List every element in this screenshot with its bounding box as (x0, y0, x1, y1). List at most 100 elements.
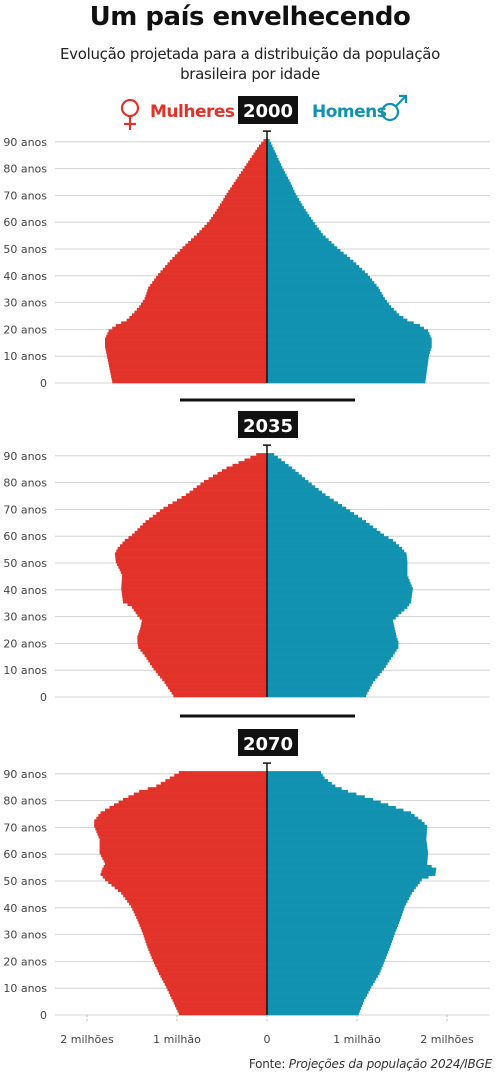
bar-women-age-32 (140, 926, 267, 930)
bar-men-age-43 (267, 897, 410, 901)
y-tick-label: 50 anos (3, 243, 47, 256)
bar-men-age-67 (267, 514, 359, 518)
bar-women-age-44 (123, 894, 268, 898)
bar-women-age-88 (258, 144, 267, 148)
bar-women-age-4 (173, 1001, 267, 1005)
bar-men-age-34 (267, 289, 381, 293)
bar-men-age-56 (267, 862, 428, 866)
bar-men-age-54 (267, 549, 405, 553)
bar-women-age-49 (108, 881, 268, 884)
bar-men-age-47 (267, 886, 416, 890)
bar-men-age-63 (267, 525, 374, 529)
y-tick-label: 90 anos (3, 768, 47, 781)
bar-men-age-56 (267, 230, 321, 234)
bar-women-age-57 (201, 227, 267, 231)
bar-men-age-42 (267, 899, 408, 903)
bar-men-age-2 (267, 1006, 361, 1010)
male-symbol-icon (380, 94, 408, 122)
bar-women-age-64 (216, 208, 267, 212)
bar-men-age-82 (267, 792, 357, 796)
bar-men-age-22 (267, 635, 397, 639)
bar-men-age-79 (267, 482, 312, 486)
bar-women-age-89 (261, 141, 267, 145)
bar-men-age-46 (267, 571, 408, 575)
bar-women-age-64 (99, 840, 267, 844)
bar-women-age-53 (114, 552, 268, 556)
bar-women-age-11 (106, 350, 267, 354)
bar-women-age-20 (152, 958, 267, 962)
bar-women-age-4 (166, 683, 267, 687)
bar-men-age-45 (267, 259, 354, 263)
bar-women-age-61 (134, 530, 267, 534)
y-tick-label: 60 anos (3, 848, 47, 861)
bar-men-age-13 (267, 659, 390, 663)
bar-men-age-84 (267, 787, 342, 791)
bar-women-age-19 (153, 961, 267, 965)
bar-men-age-12 (267, 348, 431, 352)
bar-women-age-44 (167, 262, 267, 266)
bar-women-age-60 (99, 851, 267, 855)
bar-women-age-54 (102, 867, 267, 871)
bar-men-age-34 (267, 603, 410, 607)
bar-women-age-10 (166, 985, 267, 989)
bar-men-age-90 (267, 139, 270, 143)
bar-men-age-20 (267, 958, 385, 962)
bar-men-age-64 (267, 522, 370, 526)
y-tick-label: 40 anos (3, 270, 47, 283)
bar-men-age-81 (267, 477, 306, 481)
bar-men-age-76 (267, 176, 289, 180)
bar-women-age-48 (177, 251, 267, 255)
bar-men-age-44 (267, 894, 411, 898)
bar-women-age-44 (121, 576, 267, 580)
bar-men-age-80 (267, 165, 283, 169)
bar-women-age-77 (239, 173, 267, 177)
bar-men-age-85 (267, 466, 293, 470)
bar-women-age-85 (253, 152, 267, 156)
bar-women-age-30 (137, 613, 267, 617)
bar-women-age-6 (162, 678, 267, 682)
bar-men-age-56 (267, 544, 399, 548)
bar-men-age-0 (267, 694, 366, 698)
bar-men-age-49 (267, 249, 341, 252)
bar-women-age-75 (100, 811, 267, 815)
bar-women-age-73 (96, 816, 267, 820)
legend-year-badge: 2000 (243, 101, 293, 122)
bar-men-age-77 (267, 173, 287, 177)
bar-women-age-76 (105, 808, 267, 812)
bar-men-age-43 (267, 265, 360, 269)
bar-women-age-18 (107, 332, 268, 336)
bar-women-age-82 (133, 792, 267, 796)
bar-women-age-88 (169, 776, 267, 780)
bar-women-age-65 (218, 206, 267, 210)
bar-women-age-68 (223, 198, 267, 202)
y-tick-label: 70 anos (3, 503, 47, 516)
y-tick-label: 70 anos (3, 821, 47, 834)
bar-men-age-12 (267, 980, 375, 984)
y-tick-label: 40 anos (3, 902, 47, 915)
bar-men-age-19 (267, 329, 429, 333)
bar-women-age-20 (137, 640, 267, 644)
bar-men-age-14 (267, 656, 392, 660)
bar-women-age-76 (189, 490, 267, 494)
bar-men-age-89 (267, 141, 272, 145)
y-tick-label: 20 anos (3, 637, 47, 650)
bar-men-age-81 (267, 795, 365, 799)
bar-men-age-9 (267, 988, 370, 992)
bar-men-age-72 (267, 501, 338, 505)
bar-men-age-44 (267, 262, 357, 266)
bar-men-age-36 (267, 597, 412, 601)
bar-women-age-14 (160, 974, 267, 978)
bar-men-age-79 (267, 168, 284, 172)
bar-women-age-59 (128, 536, 267, 540)
bar-women-age-62 (213, 214, 267, 218)
bar-men-age-4 (267, 683, 372, 687)
bar-men-age-59 (267, 536, 389, 540)
bar-women-age-45 (121, 891, 267, 895)
bar-women-age-20 (112, 326, 267, 330)
bar-women-age-12 (105, 348, 267, 352)
bar-men-age-50 (267, 560, 408, 564)
bar-men-age-31 (267, 297, 385, 301)
bar-women-age-23 (138, 632, 267, 636)
bar-women-age-50 (105, 878, 267, 882)
bar-men-age-59 (267, 854, 428, 858)
